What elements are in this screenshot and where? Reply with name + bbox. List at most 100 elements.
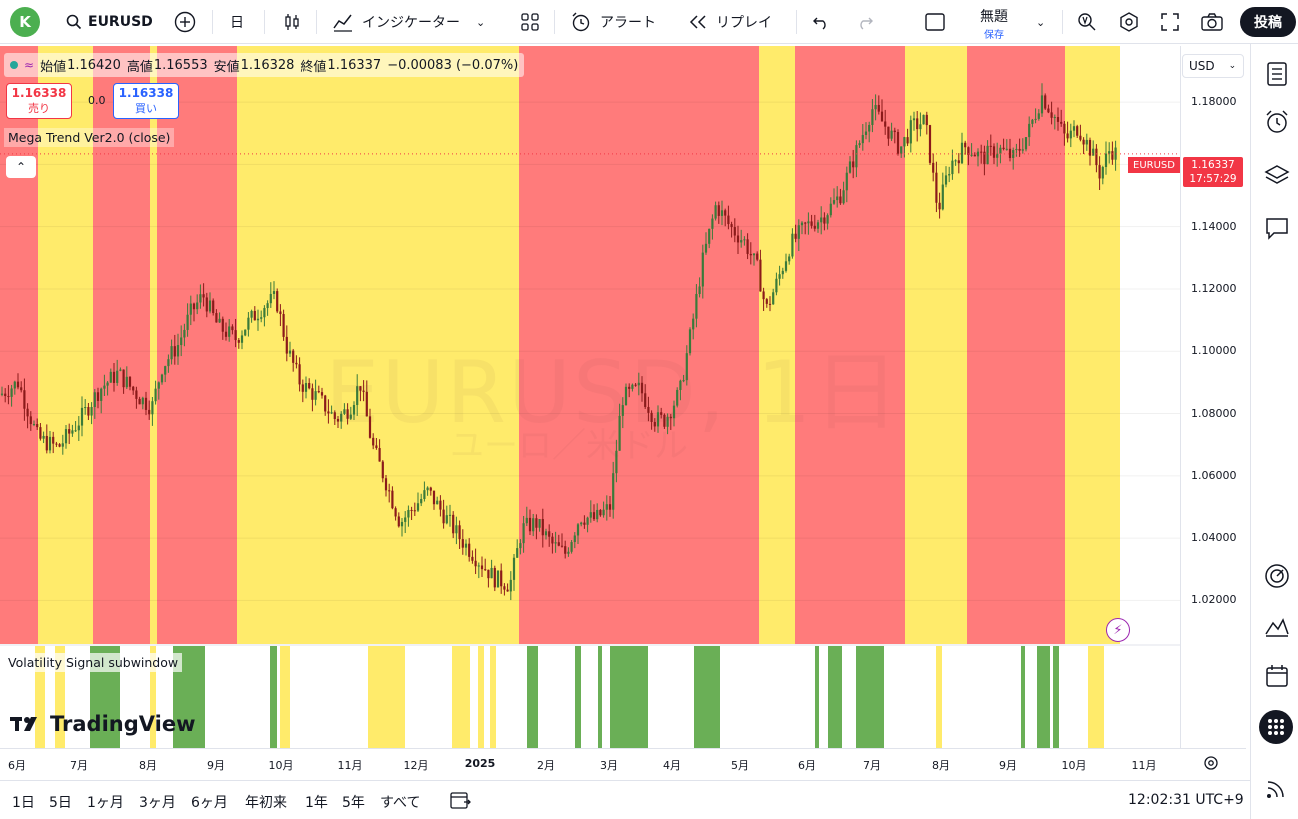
candle-body bbox=[736, 235, 740, 243]
indicators-icon bbox=[333, 14, 352, 32]
candle-body bbox=[304, 383, 308, 392]
candle-body bbox=[500, 570, 503, 587]
candle-body bbox=[404, 517, 407, 522]
snapshot-button[interactable] bbox=[1200, 0, 1224, 44]
candle-body bbox=[679, 380, 682, 390]
chart-canvas[interactable] bbox=[0, 46, 1180, 748]
range-button[interactable]: 年初来 bbox=[245, 795, 287, 811]
undo-button[interactable] bbox=[812, 0, 830, 44]
candle-body bbox=[1060, 121, 1063, 124]
buy-button[interactable]: 1.16338 買い bbox=[113, 83, 179, 119]
price-tick-label: 1.06000 bbox=[1191, 468, 1237, 482]
candle-body bbox=[327, 411, 330, 414]
candle-body bbox=[781, 270, 784, 275]
target-icon[interactable] bbox=[1263, 562, 1291, 590]
symbol-search-button[interactable]: EURUSD bbox=[66, 0, 153, 44]
candle-body bbox=[800, 222, 804, 226]
candle-body bbox=[874, 104, 877, 110]
candle-body bbox=[992, 146, 996, 158]
clock-display[interactable]: 12:02:31 UTC+9 bbox=[1128, 792, 1244, 808]
candle-body bbox=[426, 487, 429, 491]
range-button[interactable]: 3ヶ月 bbox=[139, 795, 176, 811]
candle-body bbox=[55, 443, 58, 445]
candle-body bbox=[765, 299, 768, 304]
watchlist-icon[interactable] bbox=[1263, 60, 1291, 88]
candle-body bbox=[218, 318, 221, 323]
candle-body bbox=[160, 374, 164, 383]
range-button[interactable]: 1日 bbox=[12, 795, 35, 811]
candle-body bbox=[647, 406, 650, 413]
candle-body bbox=[125, 376, 128, 388]
ideas-icon[interactable] bbox=[1263, 612, 1291, 640]
candle-body bbox=[688, 329, 692, 354]
approx-icon: ≈ bbox=[24, 58, 35, 72]
range-button[interactable]: 1年 bbox=[305, 795, 328, 811]
replay-button[interactable]: リプレイ bbox=[688, 0, 772, 44]
calendar-icon[interactable] bbox=[1263, 662, 1291, 690]
alarm-clock-icon[interactable] bbox=[1263, 108, 1291, 136]
range-button[interactable]: 6ヶ月 bbox=[191, 795, 228, 811]
chat-icon[interactable] bbox=[1263, 214, 1291, 242]
date-range-button[interactable] bbox=[448, 789, 472, 815]
indicator-legend[interactable]: Mega Trend Ver2.0 (close) bbox=[4, 128, 175, 147]
signal-icon[interactable] bbox=[1263, 774, 1291, 802]
candle-body bbox=[442, 509, 445, 524]
collapse-legend-button[interactable]: ⌃ bbox=[6, 156, 36, 178]
candle-body bbox=[141, 397, 144, 405]
tradingview-logo[interactable]: TradingView bbox=[10, 712, 195, 736]
candle-body bbox=[989, 145, 992, 147]
subwindow-legend[interactable]: Volatility Signal subwindow bbox=[4, 653, 183, 672]
candle-body bbox=[554, 542, 557, 544]
candle-body bbox=[429, 487, 432, 491]
settings-button[interactable] bbox=[1118, 0, 1140, 44]
last-price-symbol-label: EURUSD bbox=[1128, 157, 1180, 173]
time-axis[interactable]: 6月 7月 8月 9月 10月 11月 12月 2025 2月 3月 4月 5月 6月 7月 8月 9月 10月… bbox=[0, 748, 1246, 778]
candle-body bbox=[714, 205, 717, 219]
chart-type-button[interactable] bbox=[282, 0, 302, 44]
candle-body bbox=[839, 196, 842, 204]
compare-symbol-button[interactable] bbox=[174, 0, 196, 44]
interval-button[interactable]: 日 bbox=[230, 15, 244, 31]
templates-button[interactable] bbox=[520, 0, 540, 44]
user-avatar[interactable]: K bbox=[10, 7, 40, 37]
candle-body bbox=[64, 429, 68, 444]
range-button[interactable]: 5日 bbox=[49, 795, 72, 811]
range-button[interactable]: 5年 bbox=[342, 795, 365, 811]
price-axis[interactable]: 1.180001.160001.140001.120001.100001.080… bbox=[1180, 46, 1246, 748]
quick-search-button[interactable] bbox=[1076, 0, 1098, 44]
signal-bar-green bbox=[598, 646, 602, 748]
sell-button[interactable]: 1.16338 売り bbox=[6, 83, 72, 119]
candle-body bbox=[436, 500, 439, 505]
candle-body bbox=[935, 172, 938, 203]
candle-body bbox=[301, 384, 304, 392]
candle-body bbox=[1056, 117, 1060, 122]
candle-body bbox=[628, 386, 631, 389]
axis-settings-button[interactable] bbox=[1202, 754, 1220, 776]
high-value: 1.16553 bbox=[153, 57, 208, 73]
candle-body bbox=[938, 202, 941, 210]
candle-body bbox=[615, 450, 618, 474]
alert-button[interactable]: アラート bbox=[570, 0, 656, 44]
range-button[interactable]: 1ヶ月 bbox=[87, 795, 124, 811]
publish-button[interactable]: 投稿 bbox=[1240, 7, 1296, 37]
candle-body bbox=[228, 326, 231, 337]
sell-price: 1.16338 bbox=[11, 86, 67, 100]
time-tick-label: 8月 bbox=[932, 759, 950, 772]
trend-zone-red bbox=[0, 46, 38, 644]
apps-button[interactable] bbox=[1259, 710, 1293, 744]
layout-toggle-button[interactable] bbox=[924, 0, 946, 44]
redo-button[interactable] bbox=[856, 0, 874, 44]
layout-menu-chevron-icon[interactable]: ⌄ bbox=[1036, 15, 1046, 29]
trend-zone-yellow bbox=[237, 46, 519, 644]
candle-body bbox=[311, 388, 314, 400]
candle-body bbox=[660, 412, 663, 415]
layout-name-button[interactable]: 無題 保存 bbox=[968, 6, 1020, 41]
range-button[interactable]: すべて bbox=[380, 795, 421, 811]
layers-icon[interactable] bbox=[1263, 162, 1291, 190]
indicators-button[interactable]: インジケーター ⌄ bbox=[332, 0, 485, 44]
currency-selector[interactable]: USD ⌄ bbox=[1182, 54, 1244, 78]
main-chart[interactable]: EURUSD, 1日 ユーロ／米ドル bbox=[0, 46, 1180, 748]
lightning-icon[interactable]: ⚡ bbox=[1106, 618, 1130, 642]
fullscreen-button[interactable] bbox=[1160, 0, 1180, 44]
candle-body bbox=[567, 551, 570, 554]
